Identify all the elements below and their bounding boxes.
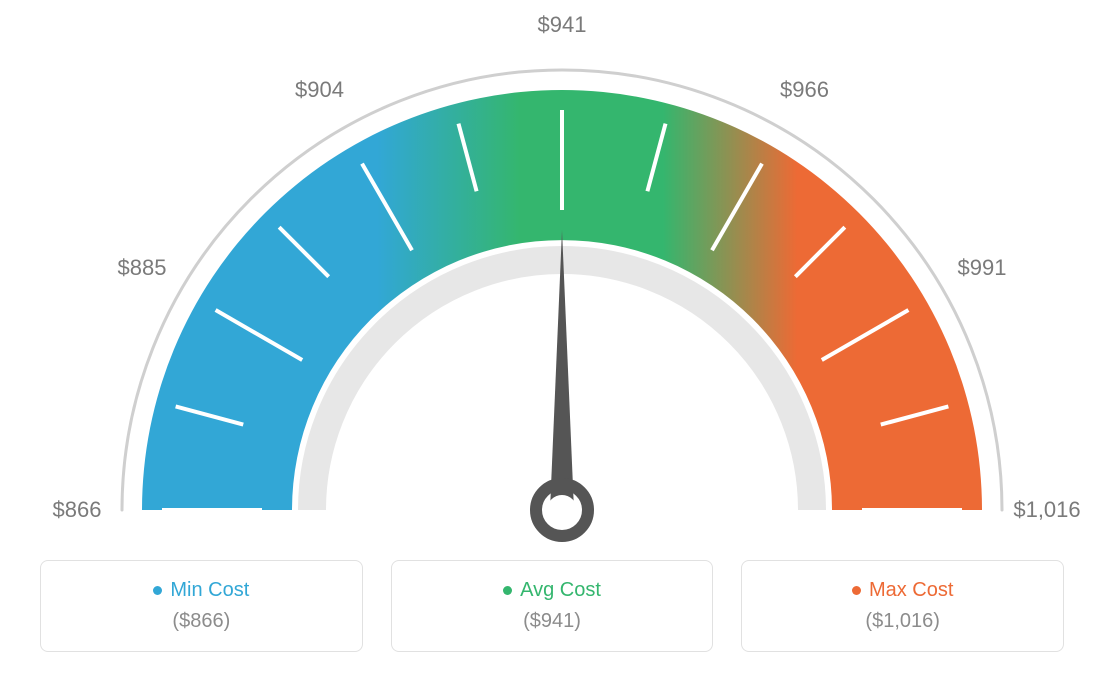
legend-value-min: ($866) [51, 610, 352, 633]
gauge-area: $866 $885 $904 $941 $966 $991 $1,016 [10, 10, 1094, 560]
chart-container: $866 $885 $904 $941 $966 $991 $1,016 Min Cost … [0, 0, 1104, 690]
gauge-tick-label: $904 [295, 77, 344, 103]
gauge-tick-label: $885 [117, 255, 166, 281]
gauge-tick-label: $966 [780, 77, 829, 103]
legend-title-max-text: Max Cost [869, 579, 953, 602]
legend-card-max: Max Cost ($1,016) [741, 560, 1064, 652]
legend-row: Min Cost ($866) Avg Cost ($941) Max Cost… [10, 560, 1094, 652]
legend-value-max: ($1,016) [752, 610, 1053, 633]
legend-title-min: Min Cost [153, 579, 249, 602]
legend-value-avg: ($941) [402, 610, 703, 633]
legend-title-avg-text: Avg Cost [520, 579, 601, 602]
gauge-tick-label: $991 [958, 255, 1007, 281]
legend-dot-avg [503, 586, 512, 595]
gauge-tick-label: $1,016 [1013, 497, 1080, 523]
legend-dot-max [852, 586, 861, 595]
legend-dot-min [153, 586, 162, 595]
gauge-svg [10, 10, 1104, 560]
legend-card-avg: Avg Cost ($941) [391, 560, 714, 652]
gauge-tick-label: $941 [538, 12, 587, 38]
legend-title-max: Max Cost [852, 579, 953, 602]
legend-title-avg: Avg Cost [503, 579, 601, 602]
legend-title-min-text: Min Cost [170, 579, 249, 602]
legend-card-min: Min Cost ($866) [40, 560, 363, 652]
gauge-tick-label: $866 [53, 497, 102, 523]
